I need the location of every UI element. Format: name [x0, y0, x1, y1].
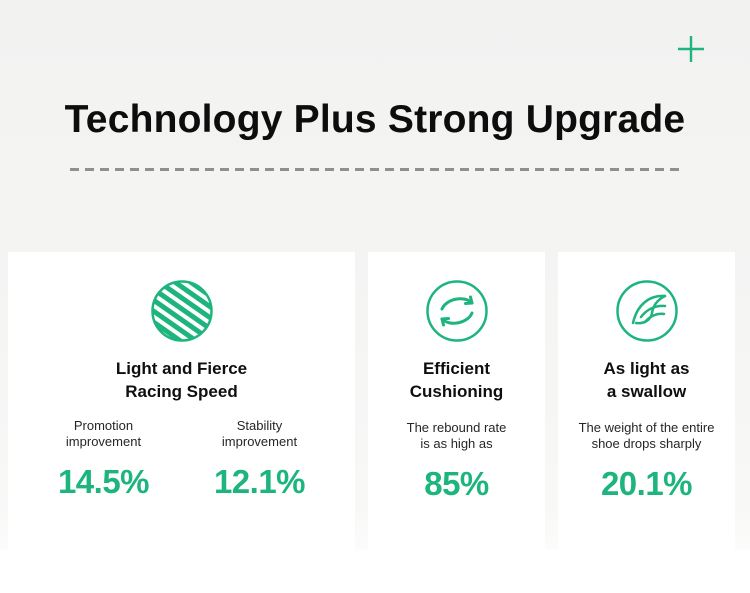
card-description: The weight of the entire shoe drops shar… — [578, 419, 715, 452]
feature-card-racing-speed: Light and Fierce Racing Speed Promotion … — [8, 252, 355, 550]
feature-cards-row: Light and Fierce Racing Speed Promotion … — [8, 252, 735, 550]
dashed-divider — [70, 168, 682, 171]
card-description: The rebound rate is as high as — [406, 419, 507, 452]
card-value: 85% — [424, 465, 489, 503]
plus-icon — [678, 36, 704, 62]
rebound-arrows-icon — [425, 280, 488, 342]
card-value: 20.1% — [600, 465, 693, 503]
swallow-icon — [615, 280, 678, 342]
card-title: As light as a swallow — [603, 359, 690, 401]
card-title: Efficient Cushioning — [409, 359, 504, 401]
stat-value: 14.5% — [57, 463, 150, 501]
striped-sphere-icon — [150, 280, 213, 342]
stat-label: Stability improvement — [221, 417, 298, 450]
stat-value: 12.1% — [213, 463, 306, 501]
feature-card-lightness: As light as a swallow The weight of the … — [558, 252, 735, 550]
stat-stability: Stability improvement 12.1% — [199, 418, 321, 502]
footer-band — [0, 550, 750, 593]
stat-promotion: Promotion improvement 14.5% — [43, 418, 165, 502]
card-title: Light and Fierce Racing Speed — [115, 359, 248, 401]
stats-row: Promotion improvement 14.5% Stability im… — [43, 418, 321, 502]
stat-label: Promotion improvement — [65, 417, 142, 450]
page-title: Technology Plus Strong Upgrade — [64, 98, 686, 141]
feature-card-cushioning: Efficient Cushioning The rebound rate is… — [368, 252, 545, 550]
